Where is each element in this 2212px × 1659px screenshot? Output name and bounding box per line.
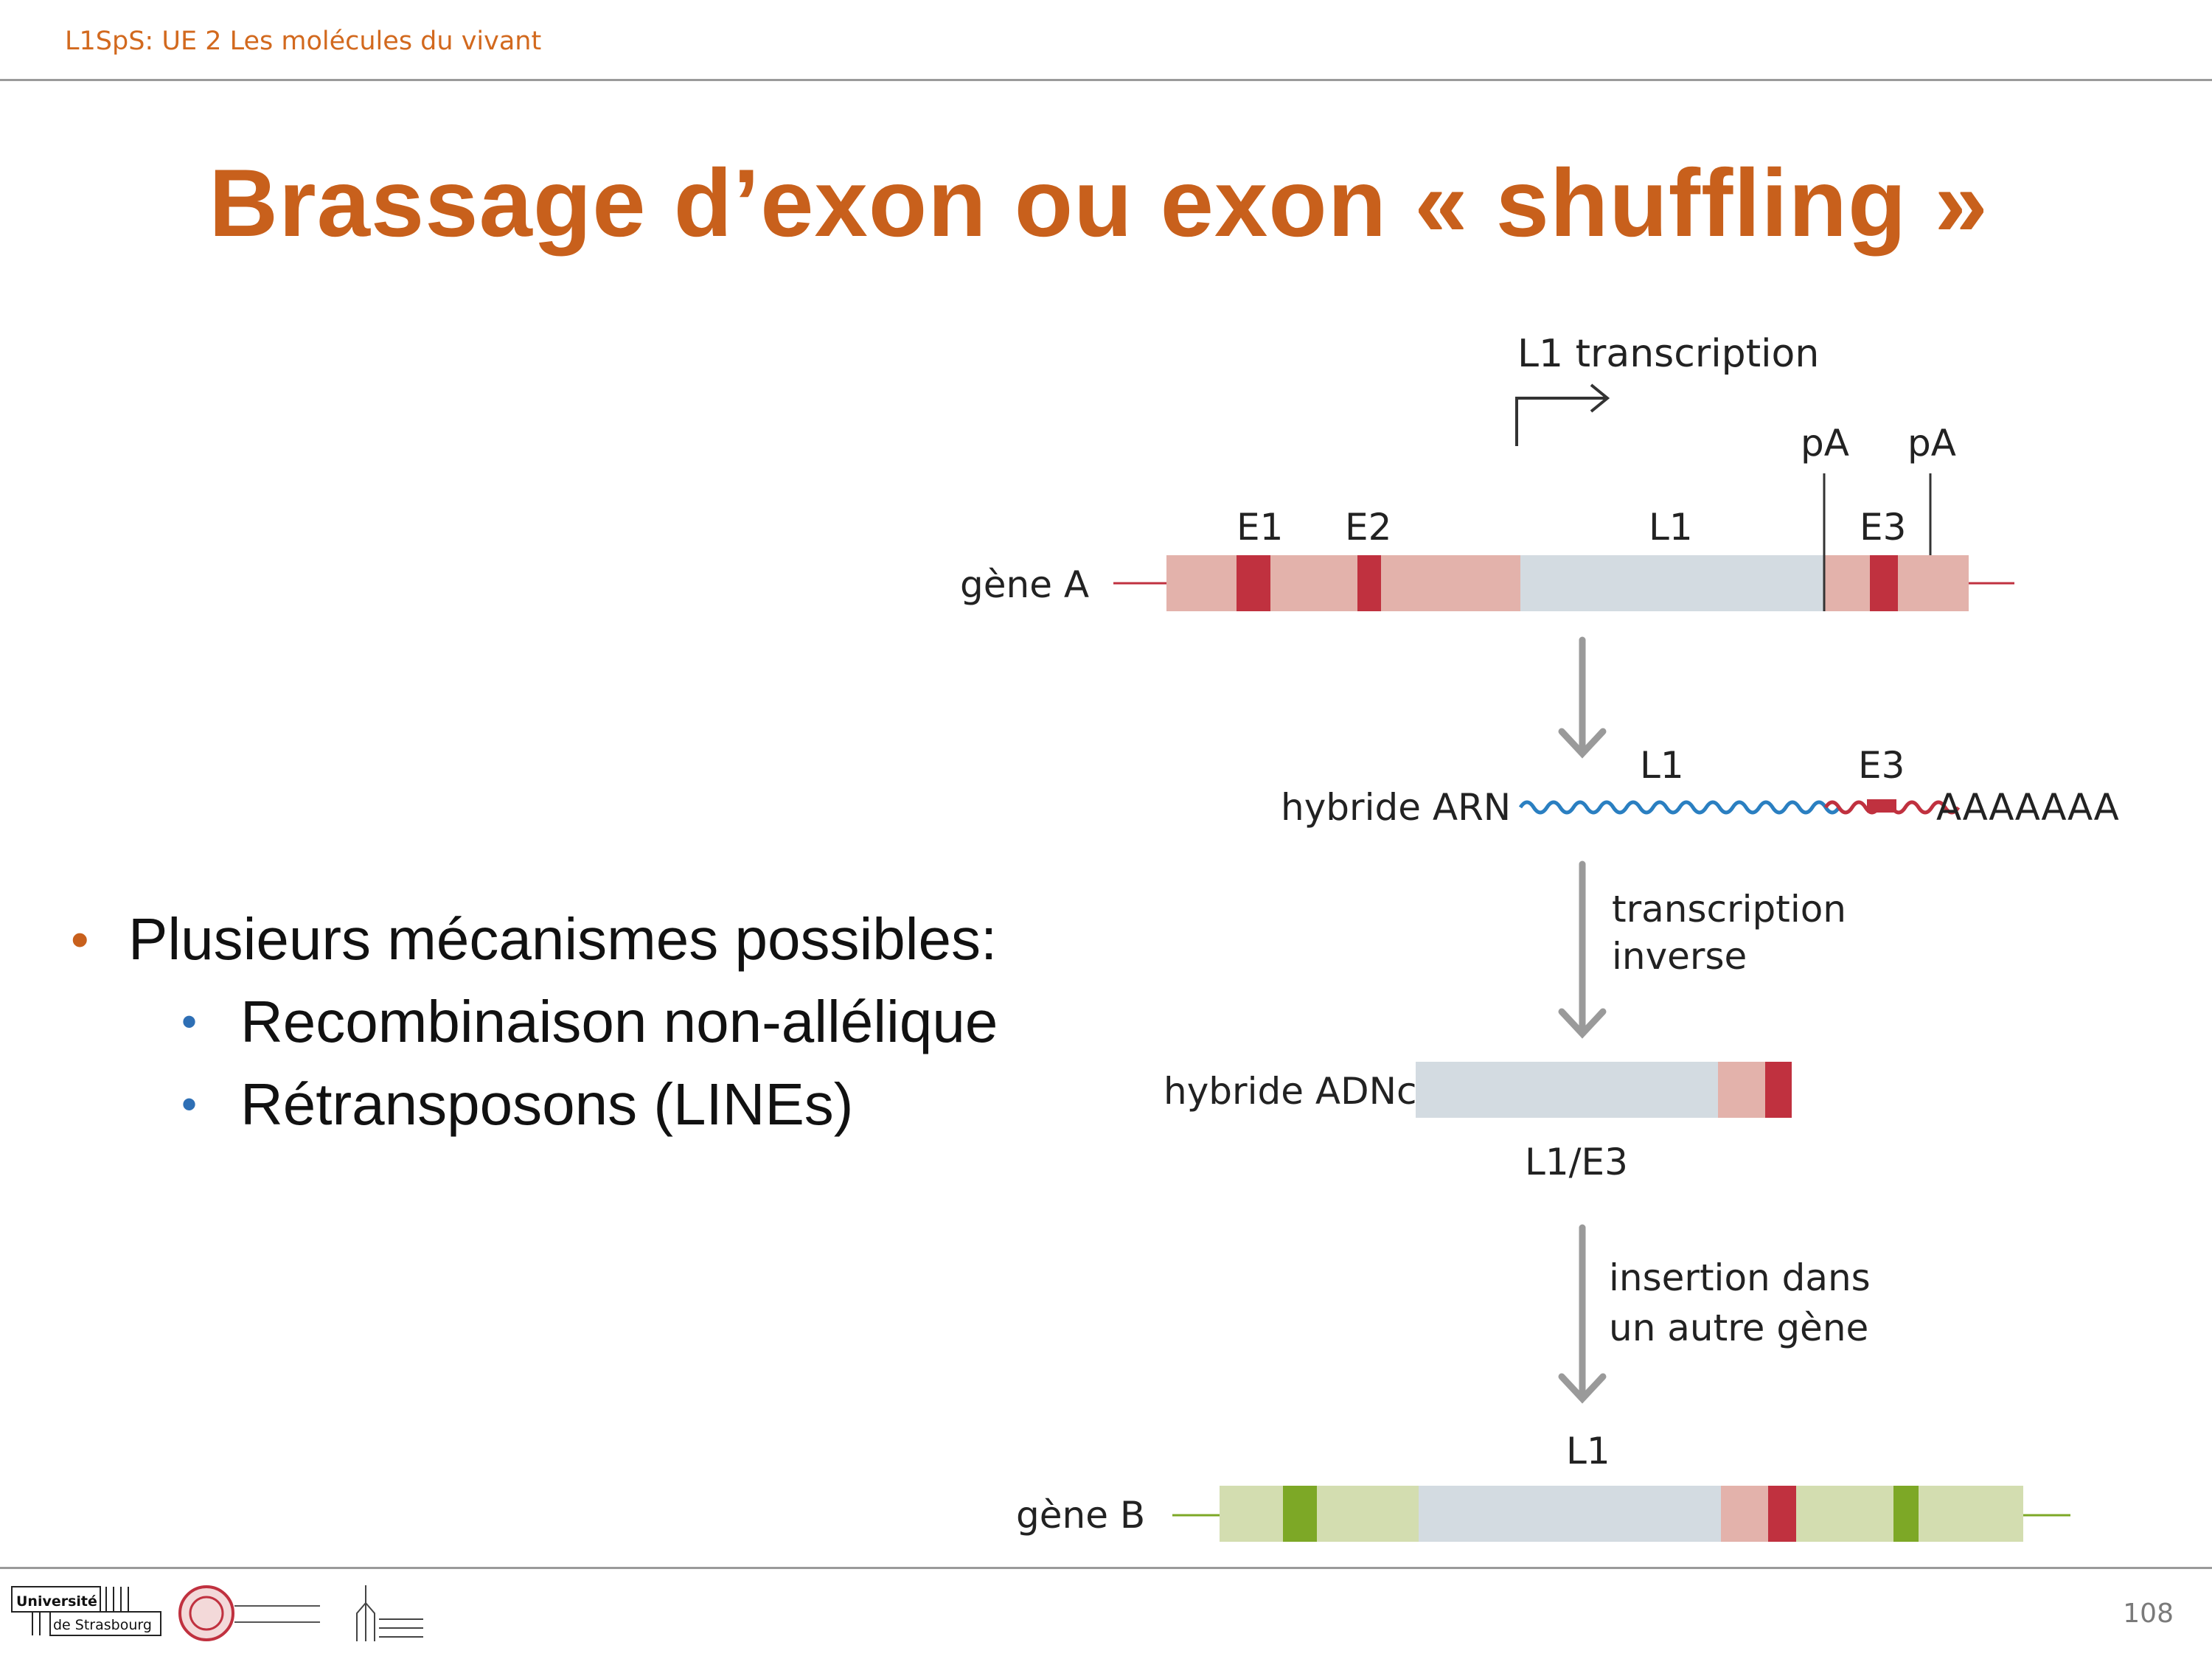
gene-b-exon-2	[1893, 1486, 1919, 1542]
bullet-dot-icon: •	[71, 911, 89, 968]
bullet-sub-2: • Rétransposons (LINEs)	[71, 1063, 998, 1146]
bullet-sub-1: • Recombinaison non-allélique	[71, 981, 998, 1063]
bullet-sub-2-text: Rétransposons (LINEs)	[240, 1071, 854, 1137]
cdna-hybrid-label: hybride ADNc	[1164, 1070, 1416, 1113]
slide-title: Brassage d’exon ou exon « shuffling »	[209, 149, 1989, 257]
gene-a-e1-label: E1	[1237, 506, 1283, 549]
gene-a-l1-label: L1	[1649, 506, 1693, 549]
transcription-start-arrow-icon	[1515, 383, 1610, 446]
gene-b-e3-exon	[1768, 1486, 1796, 1542]
bullet-sub-1-text: Recombinaison non-allélique	[240, 989, 998, 1054]
gene-a-label: gène A	[960, 563, 1089, 606]
footer-divider	[0, 1567, 2212, 1569]
gene-a-e2-exon	[1357, 555, 1381, 611]
reverse-transcription-line1: transcription	[1612, 888, 1846, 931]
rna-e3-label: E3	[1858, 744, 1905, 787]
cdna-hybrid: hybride ADNc L1/E3	[1164, 1062, 1792, 1183]
faculte-medecine-seal-icon	[178, 1585, 320, 1641]
rna-hybrid-label: hybride ARN	[1281, 786, 1511, 829]
hopitaux-universitaires-logo-icon	[356, 1585, 423, 1641]
gene-a-l1-region	[1520, 555, 1824, 611]
l1-transcription-label: L1 transcription	[1517, 332, 1819, 376]
footer-logos: Université de Strasbourg	[10, 1584, 423, 1654]
down-arrow-icon	[1558, 1224, 1607, 1404]
bullet-dot-icon: •	[181, 1079, 198, 1129]
gene-b-l1-label: L1	[1566, 1430, 1610, 1472]
gene-b-e3-light	[1721, 1486, 1768, 1542]
cdna-caption: L1/E3	[1525, 1141, 1628, 1183]
gene-a-e1-exon	[1237, 555, 1270, 611]
bullet-main: • Plusieurs mécanismes possibles:	[71, 898, 998, 981]
rna-l1-label: L1	[1640, 744, 1684, 787]
gene-a-exon-region	[1166, 555, 1520, 611]
logo-univ-line1: Université	[16, 1593, 97, 1610]
bullet-list: • Plusieurs mécanismes possibles: • Reco…	[71, 898, 998, 1146]
rna-hybrid: hybride ARN L1 E3 AAAAAAA	[1281, 744, 2119, 829]
insertion-line1: insertion dans	[1609, 1256, 1871, 1299]
down-arrow-icon	[1558, 636, 1607, 759]
university-logos: Université de Strasbourg	[11, 1585, 423, 1641]
university-strasbourg-logo: Université de Strasbourg	[11, 1586, 161, 1636]
page-number: 108	[2123, 1599, 2174, 1629]
gene-b-exon-1	[1283, 1486, 1317, 1542]
header-divider	[0, 79, 2212, 81]
pa-label-1: pA	[1801, 422, 1849, 465]
bullet-main-text: Plusieurs mécanismes possibles:	[128, 906, 998, 972]
gene-b-left-region	[1220, 1486, 1419, 1542]
poly-a-tail-label: AAAAAAA	[1936, 786, 2119, 829]
rna-l1-wave	[1518, 800, 1841, 815]
logo-univ-line2: de Strasbourg	[53, 1617, 152, 1633]
gene-a-e3-exon	[1870, 555, 1898, 611]
down-arrow-icon	[1558, 860, 1607, 1039]
bullet-dot-icon: •	[181, 997, 198, 1046]
gene-a-e3-label: E3	[1860, 506, 1906, 549]
pa-label-2: pA	[1907, 422, 1956, 465]
gene-a: gène A E1 E2 L1 E3	[960, 473, 2014, 611]
cdna-e3-light	[1718, 1062, 1765, 1118]
cdna-l1-region	[1416, 1062, 1718, 1118]
gene-b-l1-region	[1419, 1486, 1721, 1542]
course-header: L1SpS: UE 2 Les molécules du vivant	[65, 27, 542, 56]
cdna-e3-exon	[1765, 1062, 1792, 1118]
gene-b: gène B L1	[1016, 1430, 2070, 1542]
gene-b-label: gène B	[1016, 1494, 1145, 1537]
insertion-line2: un autre gène	[1609, 1307, 1868, 1349]
rna-e3-exon	[1867, 799, 1896, 813]
reverse-transcription-line2: inverse	[1612, 935, 1747, 978]
gene-a-e2-label: E2	[1345, 506, 1391, 549]
